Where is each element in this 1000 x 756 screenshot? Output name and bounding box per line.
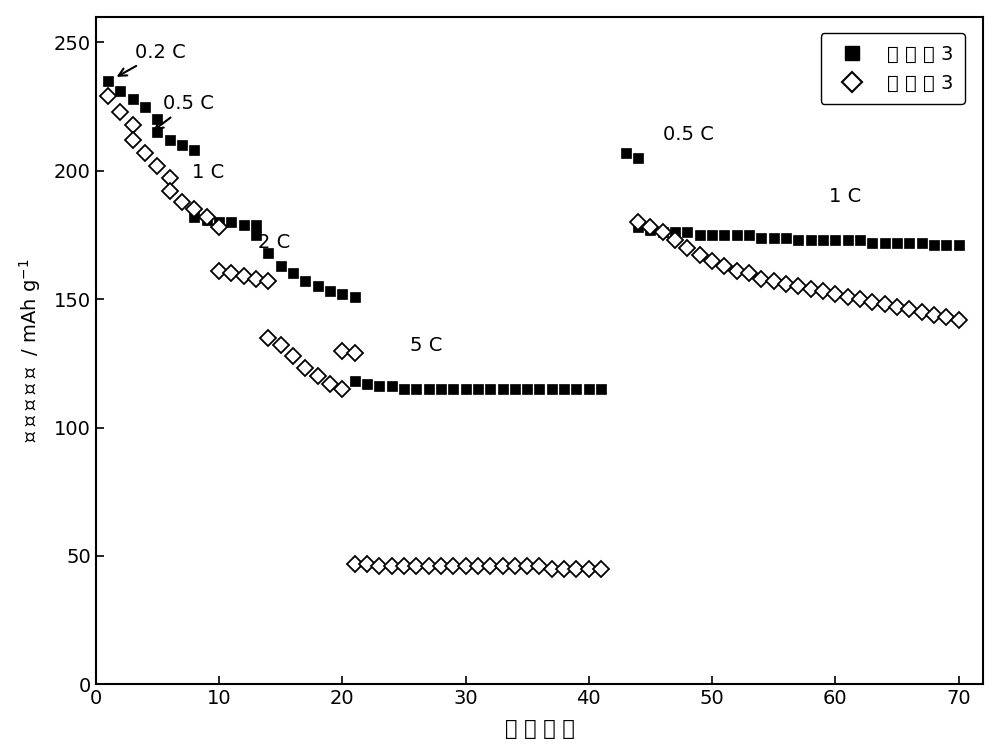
Text: 2 C: 2 C	[258, 233, 291, 252]
X-axis label: 循 环 次 数: 循 环 次 数	[505, 719, 574, 739]
Text: 5 C: 5 C	[410, 336, 442, 355]
Text: 0.5 C: 0.5 C	[663, 125, 714, 144]
Text: 1 C: 1 C	[829, 187, 861, 206]
Text: 1 C: 1 C	[192, 163, 224, 182]
Text: 0.5 C: 0.5 C	[155, 94, 214, 129]
Y-axis label: 放 电 比 容 量  / mAh g$^{-1}$: 放 电 比 容 量 / mAh g$^{-1}$	[17, 259, 43, 442]
Text: 0.2 C: 0.2 C	[119, 43, 186, 76]
Legend: 实 施 例 3, 对 比 例 3: 实 施 例 3, 对 比 例 3	[821, 33, 965, 104]
